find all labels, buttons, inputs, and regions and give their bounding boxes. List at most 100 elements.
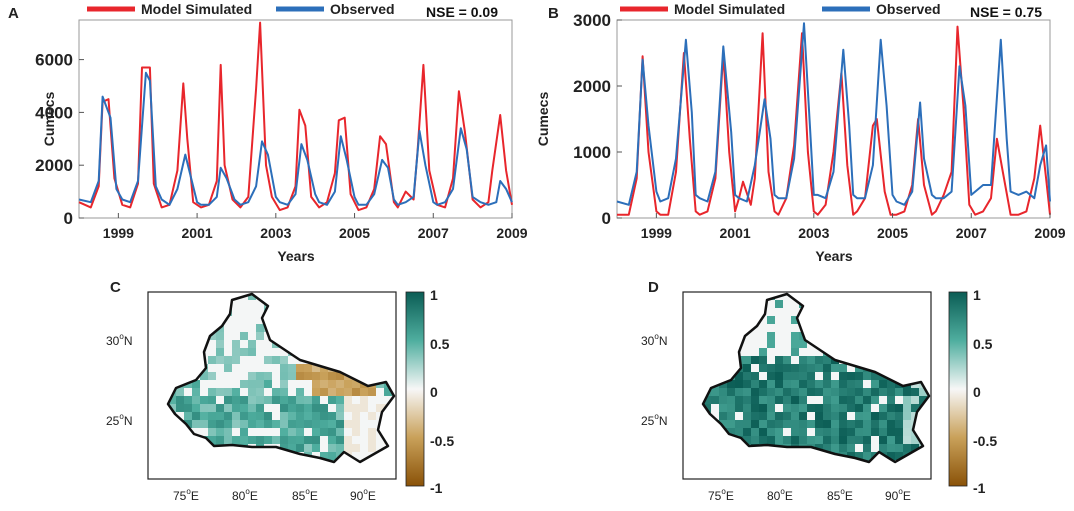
map-cell bbox=[743, 396, 751, 404]
map-cell bbox=[727, 388, 735, 396]
map-cell bbox=[312, 396, 320, 404]
map-cell bbox=[312, 420, 320, 428]
map-cell bbox=[176, 396, 184, 404]
y-tick-label: 0 bbox=[64, 209, 73, 228]
map-cell bbox=[192, 412, 200, 420]
map-cell bbox=[727, 412, 735, 420]
map-cell bbox=[791, 364, 799, 372]
map-cell bbox=[759, 380, 767, 388]
map-cell bbox=[711, 396, 719, 404]
map-cell bbox=[743, 428, 751, 436]
map-cell bbox=[775, 436, 783, 444]
map-cell bbox=[224, 364, 232, 372]
map-cell bbox=[791, 420, 799, 428]
map-cell bbox=[759, 348, 767, 356]
map-cell bbox=[719, 412, 727, 420]
legend-observed-label: Observed bbox=[876, 1, 941, 17]
map-cell bbox=[344, 436, 352, 444]
map-cell bbox=[200, 396, 208, 404]
y-tick-label: 2000 bbox=[35, 156, 73, 175]
map-cell bbox=[791, 380, 799, 388]
map-cell bbox=[224, 412, 232, 420]
map-cell bbox=[248, 388, 256, 396]
map-cell bbox=[256, 380, 264, 388]
map-cell bbox=[288, 372, 296, 380]
map-cell bbox=[240, 348, 248, 356]
map-cell bbox=[807, 388, 815, 396]
map-cell bbox=[815, 412, 823, 420]
map-cell bbox=[288, 412, 296, 420]
map-cell bbox=[352, 420, 360, 428]
series-line-observed bbox=[616, 22, 1051, 206]
map-cell bbox=[831, 388, 839, 396]
map-cell bbox=[775, 372, 783, 380]
map-cell bbox=[208, 388, 216, 396]
map-cell bbox=[863, 404, 871, 412]
map-cell bbox=[751, 436, 759, 444]
map-cell bbox=[887, 396, 895, 404]
map-c-lat-labels: 30oN 25oN bbox=[106, 332, 132, 428]
map-cell bbox=[344, 388, 352, 396]
nse-annotation: NSE = 0.75 bbox=[970, 4, 1042, 20]
map-cell bbox=[743, 436, 751, 444]
map-cell bbox=[304, 372, 312, 380]
map-cell bbox=[240, 332, 248, 340]
map-cell bbox=[264, 372, 272, 380]
map-cell bbox=[280, 380, 288, 388]
map-cell bbox=[919, 396, 927, 404]
map-cell bbox=[831, 420, 839, 428]
map-cell bbox=[216, 404, 224, 412]
map-cell bbox=[743, 372, 751, 380]
series-line-observed bbox=[78, 71, 513, 206]
map-cell bbox=[751, 428, 759, 436]
map-cell bbox=[919, 388, 927, 396]
map-cell bbox=[743, 380, 751, 388]
map-cell bbox=[839, 420, 847, 428]
map-cell bbox=[280, 428, 288, 436]
map-cell bbox=[320, 452, 328, 460]
map-cell bbox=[831, 380, 839, 388]
map-cell bbox=[751, 404, 759, 412]
map-cell bbox=[320, 388, 328, 396]
map-cell bbox=[863, 388, 871, 396]
map-cell bbox=[831, 364, 839, 372]
map-cell bbox=[272, 356, 280, 364]
map-cell bbox=[887, 436, 895, 444]
map-cell bbox=[256, 420, 264, 428]
map-cell bbox=[895, 452, 903, 460]
legend-simulated-label: Model Simulated bbox=[674, 1, 785, 17]
map-cell bbox=[256, 436, 264, 444]
map-cell bbox=[823, 372, 831, 380]
map-cell bbox=[328, 412, 336, 420]
colorbar-c-tick-neg0.5: -0.5 bbox=[430, 433, 454, 449]
map-cell bbox=[903, 436, 911, 444]
map-cell bbox=[384, 388, 392, 396]
map-cell bbox=[879, 404, 887, 412]
map-cell bbox=[240, 412, 248, 420]
map-cell bbox=[863, 428, 871, 436]
map-cell bbox=[791, 428, 799, 436]
map-cell bbox=[855, 380, 863, 388]
map-cell bbox=[296, 420, 304, 428]
map-cell bbox=[855, 396, 863, 404]
colorbar-c-tick-1: 1 bbox=[430, 287, 438, 303]
legend-observed-label: Observed bbox=[330, 1, 395, 17]
panel-b-label: B bbox=[548, 5, 559, 22]
map-cell bbox=[232, 404, 240, 412]
map-cell bbox=[336, 404, 344, 412]
map-cell bbox=[823, 388, 831, 396]
map-cell bbox=[887, 444, 895, 452]
panel-b-plot-area bbox=[616, 19, 1051, 219]
map-cell bbox=[767, 316, 775, 324]
map-cell bbox=[711, 388, 719, 396]
map-cell bbox=[328, 388, 336, 396]
map-cell bbox=[751, 372, 759, 380]
map-cell bbox=[775, 356, 783, 364]
map-cell bbox=[336, 388, 344, 396]
map-cell bbox=[879, 388, 887, 396]
panel-a: A 0 2000 4000 6000 1999 2001 2003 2005 2007 2009… bbox=[8, 1, 528, 264]
map-cell bbox=[847, 372, 855, 380]
map-cell bbox=[815, 364, 823, 372]
x-tick-label: 2005 bbox=[877, 225, 908, 241]
map-cell bbox=[783, 388, 791, 396]
